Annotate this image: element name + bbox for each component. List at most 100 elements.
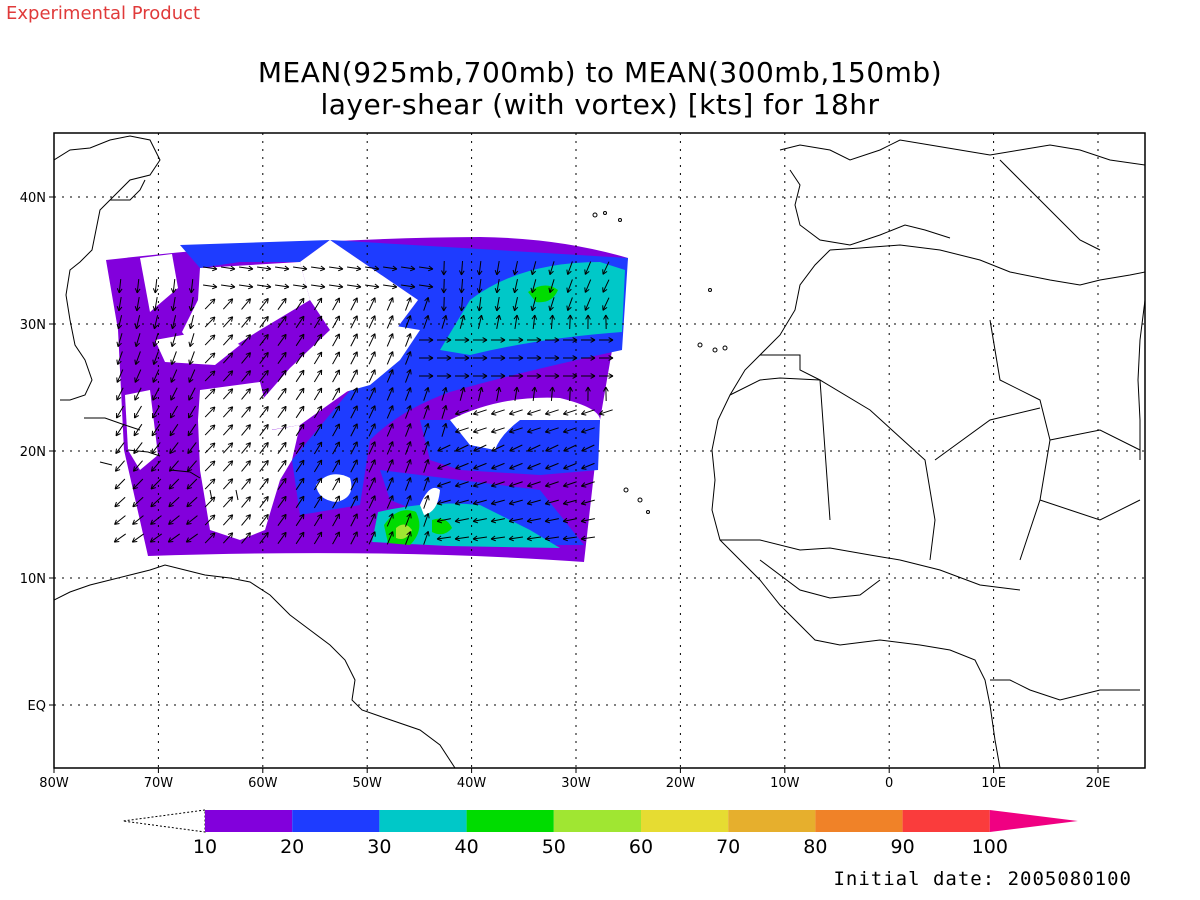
shear-vector-head (135, 342, 140, 348)
shear-vector-head (491, 520, 497, 524)
shear-vector (204, 406, 216, 418)
shear-vector-head (608, 373, 614, 377)
shear-field-50-60kt (396, 524, 412, 539)
shear-vector (151, 442, 161, 454)
shear-vector-head (374, 265, 380, 270)
shear-vector-head (490, 500, 496, 505)
shear-vector-head (352, 315, 358, 319)
shear-vector-head (424, 387, 429, 392)
shear-vector-head (473, 446, 478, 452)
shear-vector-head (518, 375, 524, 379)
shear-vector-head (299, 477, 305, 481)
shear-vector-head (464, 375, 470, 379)
shear-vector-head (482, 375, 488, 379)
shear-vector (221, 266, 235, 270)
shear-vector-head (266, 460, 269, 466)
shear-vector-head (410, 268, 416, 272)
shear-vector-head (209, 370, 216, 373)
lon-tick-label: 0 (885, 776, 893, 791)
shear-vector (135, 333, 141, 347)
shear-vector-head (227, 406, 233, 409)
shear-vector-head (263, 316, 269, 319)
shear-vector-head (370, 441, 376, 446)
shear-vector-head (115, 448, 118, 454)
shear-field-30-40kt (372, 503, 560, 548)
shear-vector (423, 531, 429, 545)
shear-vector (401, 266, 415, 270)
shear-vector-head (549, 386, 553, 392)
shear-vector (368, 459, 376, 473)
shear-vector (496, 279, 500, 293)
shear-vector-head (424, 495, 429, 500)
shear-vector-head (530, 269, 533, 275)
shear-vector-head (150, 523, 156, 525)
shear-vector-head (406, 405, 411, 410)
shear-vector-head (581, 520, 587, 524)
shear-vector (478, 260, 482, 276)
shear-vector-head (169, 469, 175, 472)
shear-vector-head (548, 287, 551, 293)
shear-vector (368, 513, 376, 527)
shear-vector-head (116, 323, 119, 329)
shear-vector-head (509, 520, 515, 524)
shear-vector (473, 409, 487, 415)
shear-vector-head (249, 298, 251, 304)
shear-vector (455, 444, 469, 452)
shear-vector-head (114, 501, 117, 507)
shear-vector-head (299, 495, 305, 499)
shear-vector-head (454, 428, 460, 433)
shear-vector (581, 444, 595, 452)
shear-vector-head (406, 495, 411, 500)
shear-vector (478, 278, 482, 294)
shear-vector-head (168, 501, 171, 507)
shear-vector-head (500, 375, 506, 379)
shear-vector-head (115, 451, 121, 455)
shear-vector (241, 460, 251, 472)
shear-vector-head (134, 288, 138, 294)
colorbar-label: 20 (280, 836, 304, 858)
shear-vector (509, 409, 523, 415)
shear-vector-head (263, 442, 269, 445)
shear-vector-head (406, 369, 411, 374)
shear-vector-head (263, 388, 269, 391)
shear-vector-head (150, 519, 153, 525)
shear-vector (188, 369, 196, 383)
lon-tick-label: 10W (770, 776, 800, 791)
shear-vector-head (334, 531, 340, 535)
shear-vector-head (428, 355, 434, 359)
shear-vector (405, 351, 411, 365)
shear-vector (368, 351, 376, 365)
colorbar: 10 20 30 40 50 60 70 80 90 100 (122, 809, 1078, 858)
shear-vector-head (352, 369, 358, 373)
shear-vector-head (230, 265, 236, 270)
shear-vector-head (491, 431, 497, 434)
shear-vector-head (473, 503, 479, 506)
shear-vector-head (154, 288, 159, 294)
shear-vector (437, 499, 451, 505)
colorbar-upper-extension (989, 810, 1078, 832)
shear-vector-head (388, 333, 394, 338)
shear-vector-head (518, 337, 524, 341)
shear-vector-head (152, 359, 155, 365)
shear-vector (293, 266, 307, 270)
shear-vector-head (461, 306, 465, 312)
shear-vector (405, 459, 411, 473)
shear-vector-head (508, 482, 514, 487)
shear-vector (581, 427, 595, 433)
shear-vector-head (317, 351, 322, 355)
lon-tick-label: 40W (457, 776, 487, 791)
lon-tick-label: 20W (666, 776, 696, 791)
shear-vector (313, 387, 323, 401)
shear-vector (204, 298, 216, 310)
shear-vector-head (136, 306, 141, 312)
shear-vector-head (472, 535, 478, 540)
shear-vector-head (526, 535, 532, 540)
shear-vector-head (603, 386, 607, 392)
shear-vector-head (508, 535, 514, 540)
shear-vector-head (531, 306, 537, 312)
shear-vector (186, 533, 198, 543)
shear-vector-head (581, 503, 587, 506)
shear-vector-head (299, 405, 305, 409)
shear-vector (257, 266, 271, 270)
shear-vector-head (317, 405, 322, 409)
